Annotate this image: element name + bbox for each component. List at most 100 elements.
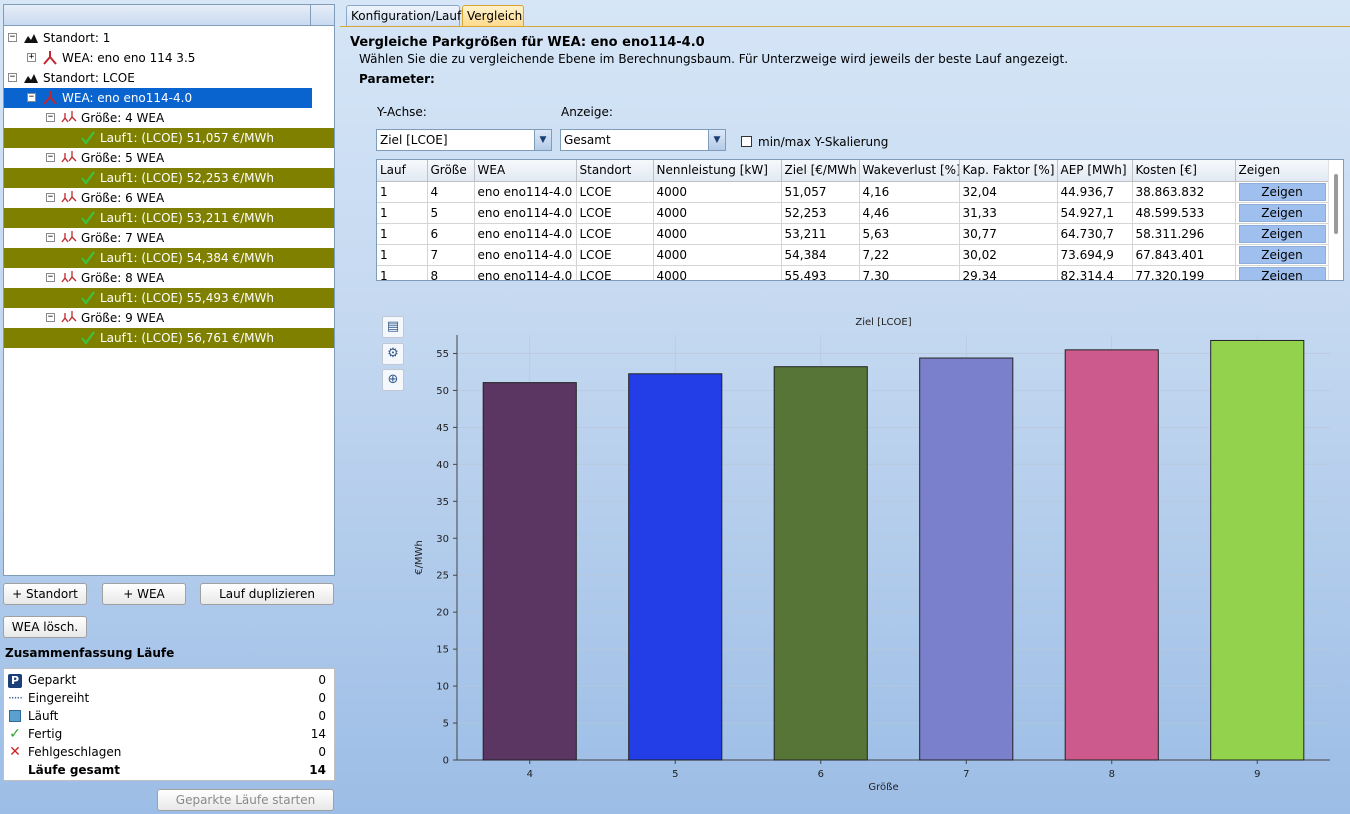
table-cell: 4000 <box>653 244 782 266</box>
collapse-icon[interactable]: − <box>46 192 55 202</box>
bar <box>1210 339 1305 761</box>
table-row[interactable]: 1 5 eno eno114-4.0 LCOE 4000 52,253 4,46 31,33 5… <box>377 202 1330 224</box>
table-cell: LCOE <box>576 181 654 203</box>
table-row[interactable]: 1 7 eno eno114-4.0 LCOE 4000 54,384 7,22 30,02 7… <box>377 244 1330 266</box>
y-tick-label: 5 <box>443 719 449 730</box>
tree-item[interactable]: Lauf1: (LCOE) 51,057 €/MWh <box>4 128 334 148</box>
show-button[interactable]: Zeigen <box>1238 224 1326 243</box>
tree-item[interactable]: Lauf1: (LCOE) 55,493 €/MWh <box>4 288 334 308</box>
tree-item[interactable]: Lauf1: (LCOE) 53,211 €/MWh <box>4 208 334 228</box>
bar <box>773 366 868 761</box>
windpark-icon <box>61 151 77 163</box>
tree-item[interactable]: − Größe: 8 WEA <box>4 268 334 288</box>
chevron-down-icon[interactable]: ▼ <box>708 130 725 150</box>
table-cell: 44.936,7 <box>1057 181 1133 203</box>
table-cell: 4000 <box>653 265 782 280</box>
column-header[interactable]: Kap. Faktor [%] <box>959 160 1058 182</box>
tab-configuration[interactable]: Konfiguration/Lauf <box>346 5 461 27</box>
tree-item[interactable]: − Größe: 5 WEA <box>4 148 334 168</box>
x-axis-label: Größe <box>868 782 898 793</box>
calculation-tree[interactable]: − Standort: 1 + WEA: eno eno 114 3.5− Stando… <box>3 4 335 576</box>
column-header[interactable]: WEA <box>474 160 577 182</box>
summary-row: ····· Eingereiht 0 <box>4 689 334 707</box>
column-header[interactable]: Wakeverlust [%] <box>859 160 960 182</box>
zoom-icon[interactable]: ⊕ <box>382 369 404 391</box>
tree-item-label: Größe: 9 WEA <box>81 311 165 325</box>
yaxis-select[interactable]: Ziel [LCOE] ▼ <box>376 129 552 151</box>
tab-comparison[interactable]: Vergleich <box>462 5 524 27</box>
table-scrollbar[interactable] <box>1328 160 1343 280</box>
show-button[interactable]: Zeigen <box>1238 203 1326 222</box>
tree-item[interactable]: + WEA: eno eno 114 3.5 <box>4 48 334 68</box>
page-description: Wählen Sie die zu vergleichende Ebene im… <box>359 52 1069 66</box>
tree-item[interactable]: − WEA: eno eno114-4.0 <box>4 88 312 108</box>
done-icon: ✓ <box>9 726 21 742</box>
table-cell: 1 <box>377 265 428 280</box>
collapse-icon[interactable]: − <box>27 92 36 102</box>
add-site-button[interactable]: + Standort <box>3 583 87 605</box>
show-button[interactable]: Zeigen <box>1238 182 1326 201</box>
tree-item[interactable]: − Größe: 9 WEA <box>4 308 334 328</box>
summary-row: P Geparkt 0 <box>4 671 334 689</box>
tree-item[interactable]: − Größe: 4 WEA <box>4 108 334 128</box>
duplicate-run-button[interactable]: Lauf duplizieren <box>200 583 334 605</box>
column-header[interactable]: Lauf <box>377 160 428 182</box>
table-cell: 30,02 <box>959 244 1058 266</box>
table-cell: 48.599.533 <box>1132 202 1236 224</box>
column-header[interactable]: Nennleistung [kW] <box>653 160 782 182</box>
checkbox-icon[interactable] <box>741 136 752 147</box>
show-button[interactable]: Zeigen <box>1238 245 1326 264</box>
chevron-down-icon[interactable]: ▼ <box>534 130 551 150</box>
table-row[interactable]: 1 4 eno eno114-4.0 LCOE 4000 51,057 4,16 32,04 4… <box>377 181 1330 203</box>
tree-item[interactable]: − Größe: 6 WEA <box>4 188 334 208</box>
minmax-checkbox[interactable]: min/max Y-Skalierung <box>741 134 888 150</box>
start-parked-button[interactable]: Geparkte Läufe starten <box>157 789 334 811</box>
summary-row: ✓ Fertig 14 <box>4 725 334 743</box>
column-header[interactable]: Zeigen <box>1235 160 1330 182</box>
column-header[interactable]: Größe <box>427 160 475 182</box>
table-cell: 51,057 <box>781 181 860 203</box>
show-button[interactable]: Zeigen <box>1238 266 1326 280</box>
tree-item[interactable]: Lauf1: (LCOE) 54,384 €/MWh <box>4 248 334 268</box>
collapse-icon[interactable]: − <box>46 312 55 322</box>
tree-item[interactable]: − Standort: 1 <box>4 28 334 48</box>
collapse-icon[interactable]: − <box>46 272 55 282</box>
tree-item[interactable]: Lauf1: (LCOE) 56,761 €/MWh <box>4 328 334 348</box>
collapse-icon[interactable]: − <box>46 112 55 122</box>
tree-item-label: Lauf1: (LCOE) 51,057 €/MWh <box>100 131 274 145</box>
results-table[interactable]: Lauf Größe WEA Standort Nennleistung [kW] Zie… <box>376 159 1344 281</box>
column-header[interactable]: Ziel [€/MWh <box>781 160 860 182</box>
tree-item[interactable]: Lauf1: (LCOE) 52,253 €/MWh <box>4 168 334 188</box>
export-icon[interactable]: ▤ <box>382 316 404 338</box>
column-header[interactable]: Standort <box>576 160 654 182</box>
tree-item-label: Standort: LCOE <box>43 71 135 85</box>
settings-icon[interactable]: ⚙ <box>382 343 404 365</box>
page-title: Vergleiche Parkgrößen für WEA: eno eno11… <box>350 35 705 50</box>
column-header[interactable]: AEP [MWh] <box>1057 160 1133 182</box>
collapse-icon[interactable]: − <box>46 232 55 242</box>
tree-item[interactable]: − Größe: 7 WEA <box>4 228 334 248</box>
collapse-icon[interactable]: − <box>8 32 17 42</box>
table-row[interactable]: 1 8 eno eno114-4.0 LCOE 4000 55,493 7,30 29,34 8… <box>377 265 1330 280</box>
x-tick-label: 9 <box>1254 769 1260 780</box>
windpark-icon <box>61 311 77 323</box>
yaxis-select-value: Ziel [LCOE] <box>380 133 448 147</box>
column-header[interactable]: Kosten [€] <box>1132 160 1236 182</box>
display-select[interactable]: Gesamt ▼ <box>560 129 726 151</box>
table-cell: LCOE <box>576 265 654 280</box>
summary-total-value: 14 <box>309 763 326 777</box>
tree-item[interactable]: − Standort: LCOE <box>4 68 334 88</box>
table-cell: 4 <box>427 181 475 203</box>
y-tick-label: 45 <box>436 423 449 434</box>
expand-icon[interactable]: + <box>27 52 36 62</box>
yaxis-label: Y-Achse: <box>377 105 427 119</box>
collapse-icon[interactable]: − <box>8 72 17 82</box>
table-row[interactable]: 1 6 eno eno114-4.0 LCOE 4000 53,211 5,63 30,77 6… <box>377 223 1330 245</box>
collapse-icon[interactable]: − <box>46 152 55 162</box>
turbine-icon <box>43 51 57 65</box>
delete-wea-button[interactable]: WEA lösch. <box>3 616 87 638</box>
add-wea-button[interactable]: + WEA <box>102 583 186 605</box>
windpark-icon <box>61 271 77 283</box>
tree-item-label: Lauf1: (LCOE) 56,761 €/MWh <box>100 331 274 345</box>
table-cell: 54,384 <box>781 244 860 266</box>
